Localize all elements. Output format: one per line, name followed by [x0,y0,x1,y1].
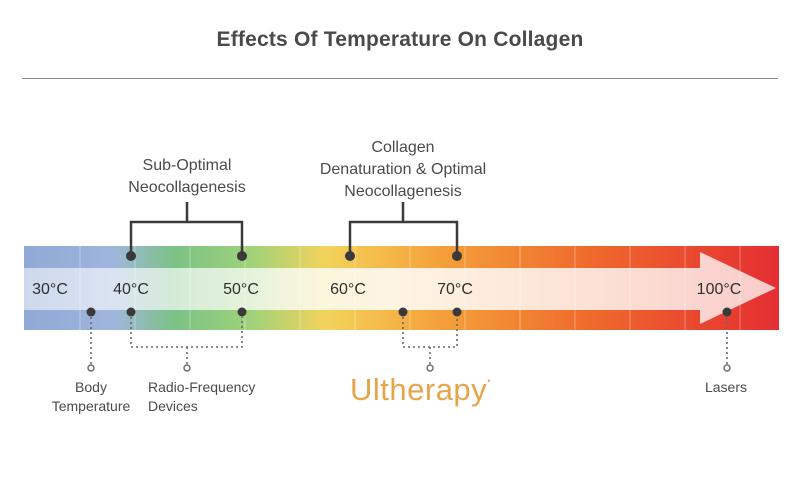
direction-arrow [24,252,776,324]
temp-label-70: 70°C [437,281,473,298]
sub-optimal-bracket [129,202,244,256]
ultherapy-logo: Ultherapy• [350,372,491,407]
leader-end-circles [87,364,731,372]
device-dotted-leaders [90,317,728,364]
device-range-markers [86,307,732,317]
radio-frequency-label: Radio-Frequency Devices [148,379,256,414]
optimal-bracket [348,202,459,256]
sub-optimal-label: Sub-Optimal Neocollagenesis [128,157,246,196]
degree-unit: °C [454,281,473,298]
degree-unit: °C [49,281,68,298]
diagram-title: Effects Of Temperature On Collagen [216,28,584,51]
temp-label-30: 30°C [32,281,68,298]
temp-label-60: 60°C [330,281,366,298]
title-divider [22,78,778,79]
temp-label-100: 100°C [696,281,742,298]
degree-unit: °C [723,281,742,298]
body-temperature-label: Body Temperature [51,379,131,414]
degree-unit: °C [130,281,149,298]
bracket-endpoints [126,251,462,261]
degree-unit: °C [347,281,366,298]
optimal-label: Collagen Denaturation & Optimal Neocolla… [319,139,487,200]
degree-unit: °C [240,281,259,298]
lasers-label: Lasers [704,379,748,395]
temp-label-40: 40°C [113,281,149,298]
trademark-dot: • [487,376,491,386]
temp-label-50: 50°C [223,281,259,298]
